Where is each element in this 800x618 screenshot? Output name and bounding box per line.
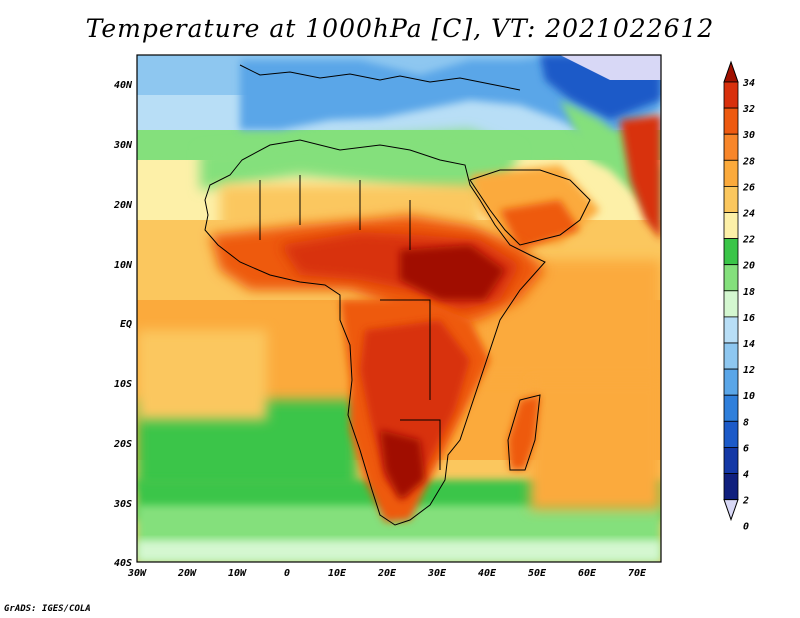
colorbar-label: 30 — [742, 130, 755, 141]
lat-tick: 20N — [113, 200, 133, 211]
colorbar-label: 0 — [743, 522, 749, 533]
lon-tick: 10E — [328, 568, 347, 579]
map-title: Temperature at 1000hPa [C], VT: 20210226… — [85, 14, 715, 43]
colorbar-swatch — [723, 420, 739, 448]
colorbar-label: 22 — [742, 235, 755, 246]
colorbar-swatch — [723, 264, 739, 292]
colorbar-label: 16 — [743, 313, 755, 324]
lon-tick: 70E — [628, 568, 647, 579]
colorbar-label: 24 — [742, 209, 755, 220]
colorbar-label: 14 — [743, 339, 755, 350]
colorbar-label: 8 — [743, 417, 749, 428]
lat-tick: 10N — [114, 260, 133, 271]
colorbar-label: 12 — [743, 365, 755, 376]
colorbar-label: 20 — [742, 261, 755, 272]
colorbar-swatch — [723, 238, 739, 266]
lon-tick: 60E — [578, 568, 597, 579]
colorbar-label: 6 — [743, 443, 749, 454]
colorbar-swatch — [723, 368, 739, 396]
lat-tick: 40S — [114, 558, 132, 569]
colorbar-label: 10 — [743, 391, 755, 402]
colorbar-swatch — [723, 316, 739, 344]
colorbar-swatch — [723, 290, 739, 318]
temperature-field — [137, 55, 661, 562]
coastlines — [204, 64, 591, 526]
colorbar-label: 26 — [742, 182, 755, 193]
colorbar-swatch — [723, 394, 739, 422]
colorbar-swatch — [723, 473, 739, 501]
lon-tick: 30E — [427, 568, 447, 579]
colorbar-label: 34 — [742, 78, 755, 89]
colorbar-swatch — [723, 133, 739, 161]
colorbar-swatch — [723, 446, 739, 474]
colorbar-label: 32 — [742, 104, 755, 115]
lon-tick: 50E — [528, 568, 547, 579]
lat-tick: 10S — [114, 379, 132, 390]
lon-tick: 30W — [127, 568, 147, 579]
colorbar-bottom-arrow — [723, 499, 739, 522]
colorbar-swatch — [723, 159, 739, 187]
colorbar-label: 28 — [742, 156, 755, 167]
colorbar-label: 2 — [742, 496, 749, 507]
lat-tick: 20S — [113, 439, 132, 450]
latitude-axis: 40N 30N 20N 10N EQ 10S 20S 30S 40S — [113, 80, 133, 569]
colorbar-swatch — [723, 212, 739, 240]
colorbar-swatch — [723, 342, 739, 370]
lon-tick: 40E — [478, 568, 497, 579]
colorbar-swatch — [723, 185, 739, 213]
lon-tick: 20W — [177, 568, 197, 579]
lat-tick: 30N — [113, 140, 133, 151]
lon-tick: 0 — [284, 568, 290, 579]
colorbar-label: 18 — [743, 287, 755, 298]
lat-tick: 40N — [114, 80, 133, 91]
plot-frame — [136, 54, 662, 563]
lon-tick: 10W — [228, 568, 247, 579]
lon-tick: 20E — [377, 568, 397, 579]
colorbar-label: 4 — [743, 470, 749, 481]
longitude-axis: 30W 20W 10W 0 10E 20E 30E 40E 50E 60E 70… — [127, 568, 647, 579]
colorbar-swatch — [723, 81, 739, 109]
credit-label: GrADS: IGES/COLA — [4, 604, 91, 614]
colorbar-top-arrow — [723, 60, 739, 83]
lat-tick: EQ — [120, 319, 132, 330]
colorbar-swatch — [723, 107, 739, 135]
lat-tick: 30S — [113, 499, 132, 510]
